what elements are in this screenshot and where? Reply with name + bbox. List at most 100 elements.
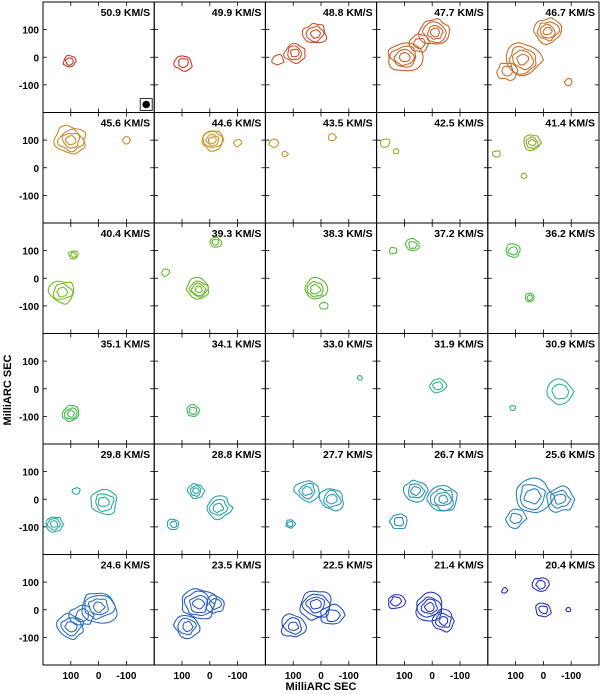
contour-level [70, 251, 77, 258]
contour-level [282, 617, 302, 635]
contour-level [205, 133, 220, 147]
y-tick-label: 0 [33, 164, 39, 175]
panel-velocity-label: 22.5 KM/S [323, 560, 373, 572]
panel-20: 30.9 KM/S [487, 333, 600, 445]
x-tick-label: 100 [396, 671, 413, 682]
panel-velocity-label: 45.6 KM/S [101, 118, 151, 130]
contour-level [81, 592, 118, 624]
contour-level [209, 236, 223, 248]
contour-level [422, 21, 447, 44]
contour-level [207, 136, 217, 145]
contour-level [553, 493, 567, 505]
contour-level [61, 404, 80, 423]
panel-velocity-label: 28.8 KM/S [212, 449, 262, 461]
contour-level [63, 407, 78, 420]
contour-level [206, 495, 234, 521]
contour-level [438, 494, 449, 504]
contour-level [280, 613, 308, 638]
contour-level [285, 519, 297, 529]
y-tick-label: 0 [33, 53, 39, 64]
contour-level [546, 378, 575, 406]
contour-level [325, 609, 341, 623]
contour-level [208, 598, 223, 610]
contour-level [538, 605, 549, 615]
contour-level [306, 281, 324, 298]
panel-velocity-label: 21.4 KM/S [434, 560, 484, 572]
panel-velocity-label: 40.4 KM/S [101, 228, 151, 240]
x-tick-label: 100 [62, 671, 79, 682]
contour-level [188, 280, 209, 298]
contour-level [402, 479, 429, 503]
contour-level [60, 617, 82, 637]
contour-level [169, 520, 178, 529]
beam-box [139, 98, 153, 111]
y-tick-label: -100 [19, 81, 39, 92]
y-tick-label: 0 [33, 385, 39, 396]
contour-level [186, 403, 200, 418]
contour-level [46, 517, 62, 531]
contour-level [177, 617, 197, 636]
contour-level [271, 53, 285, 66]
contour-level [66, 409, 76, 418]
contour-level [45, 516, 65, 533]
contour-level [431, 608, 455, 633]
y-tick-label: 100 [22, 578, 39, 589]
contour-level [429, 488, 454, 512]
contour-level [533, 17, 563, 45]
contour-level [535, 579, 546, 590]
panel-13: 38.3 KM/S [264, 222, 378, 334]
x-tick-label: -100 [450, 671, 470, 682]
panel-8: 43.5 KM/S [264, 112, 378, 224]
beam-ellipse [142, 100, 150, 109]
panel-velocity-label: 26.7 KM/S [434, 449, 484, 461]
contour-level [523, 488, 542, 505]
contour-level [64, 134, 77, 146]
y-tick-label: -100 [19, 412, 39, 423]
contour-level [546, 485, 576, 513]
contour-level [97, 496, 110, 507]
panel-26: 24.6 KM/S 100 0 -100 100 0 -100 [19, 554, 155, 682]
contour-level [95, 493, 115, 512]
contour-level [426, 484, 458, 512]
panel-24: 26.7 KM/S [376, 443, 489, 555]
panel-28: 22.5 KM/S 100 0 -100 [264, 554, 378, 682]
contour-level [410, 486, 422, 497]
y-tick-label: -100 [19, 633, 39, 644]
panel-2: 49.9 KM/S [153, 1, 266, 113]
y-tick-label: 0 [33, 274, 39, 285]
y-tick-label: 0 [33, 495, 39, 506]
contour-level [301, 22, 328, 44]
panel-3: 48.8 KM/S [264, 1, 378, 113]
contour-level [287, 45, 302, 61]
panel-velocity-label: 38.3 KM/S [323, 228, 373, 240]
contour-level [309, 28, 322, 39]
contour-level [93, 601, 106, 614]
y-tick-label: 100 [22, 357, 39, 368]
y-tick-label: 100 [22, 247, 39, 258]
panel-15: 36.2 KM/S [487, 222, 600, 334]
panel-velocity-label: 33.0 KM/S [323, 339, 373, 351]
contour-level [205, 594, 225, 614]
x-tick-label: 100 [285, 671, 302, 682]
contour-level [388, 593, 407, 610]
contour-level [320, 603, 346, 625]
contour-level [388, 246, 398, 255]
contour-level [389, 513, 408, 530]
contour-level [53, 124, 87, 155]
x-tick-label: -100 [228, 671, 248, 682]
contour-level [281, 150, 289, 158]
contour-level [398, 52, 411, 63]
contour-level [65, 57, 74, 66]
contour-level [202, 130, 224, 148]
contour-level [551, 383, 570, 400]
x-axis-title: MilliARC SEC [286, 681, 357, 693]
x-tick-label: 0 [429, 671, 435, 682]
contour-level [536, 21, 561, 42]
contour-level [549, 489, 572, 509]
contour-level [68, 604, 95, 626]
contour-level [525, 136, 539, 150]
contour-level [49, 520, 59, 528]
contour-level [47, 280, 75, 305]
y-tick-label: -100 [19, 302, 39, 313]
